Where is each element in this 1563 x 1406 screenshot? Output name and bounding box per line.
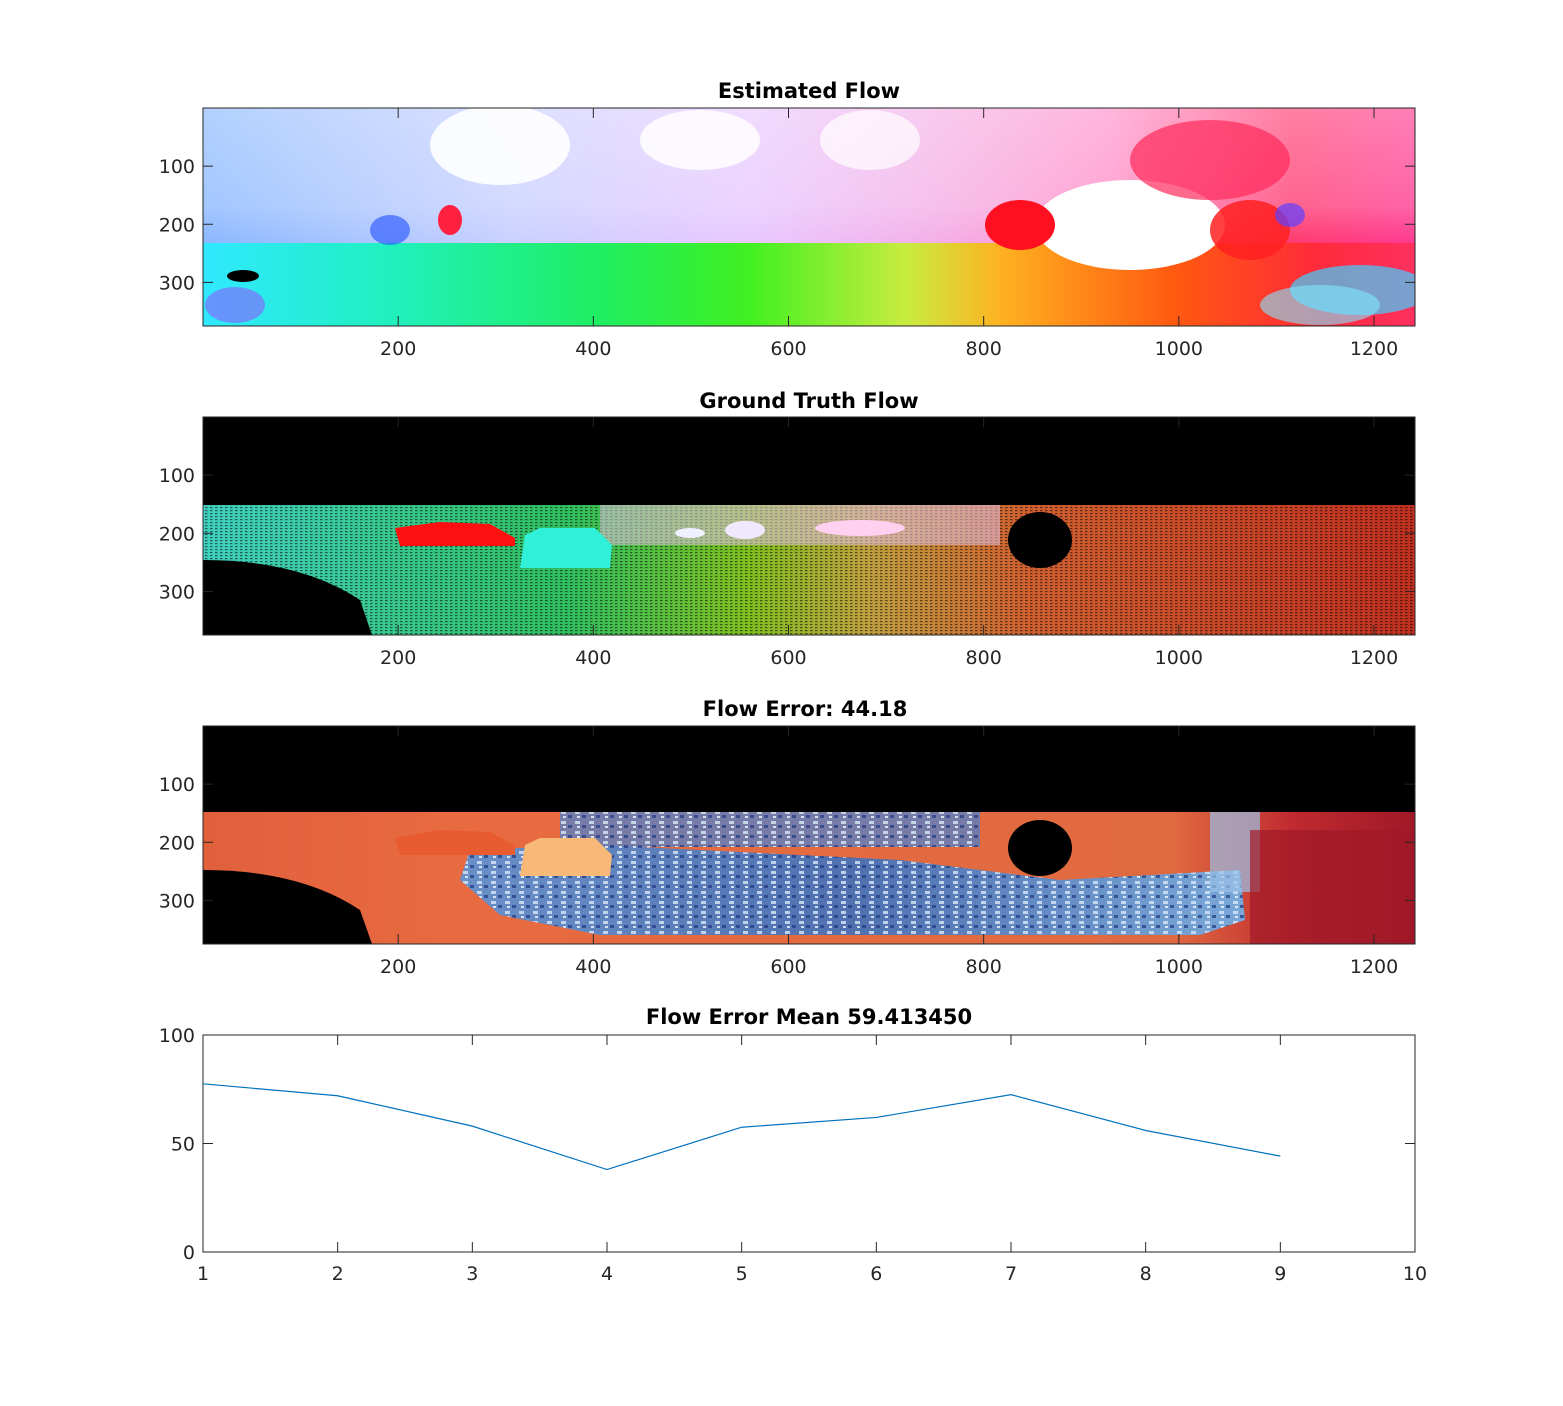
x-tick-label: 1200 [1350,956,1398,978]
panel-ground-truth-flow: Ground Truth Flow 200 400 600 800 1000 1200 10… [159,389,1416,669]
x-tick-label: 400 [575,647,611,669]
x-tick-label: 2 [332,1263,344,1285]
x-tick-label: 1000 [1155,338,1203,360]
y-tick-label: 200 [159,832,195,854]
title-ground-truth-flow: Ground Truth Flow [699,389,918,413]
x-tick-label: 600 [770,956,806,978]
axis-ticks-2: 200 400 600 800 1000 1200 100 200 300 [159,417,1415,669]
x-tick-label: 5 [736,1263,748,1285]
axis-ticks-3: 200 400 600 800 1000 1200 100 200 300 [159,726,1415,978]
x-tick-label: 200 [380,338,416,360]
flow-error-series [202,1083,1281,1171]
x-tick-label: 600 [770,338,806,360]
estimated-flow-image [203,108,1415,326]
title-flow-error: Flow Error: 44.18 [703,697,908,721]
y-tick-label: 0 [183,1242,195,1264]
x-tick-label: 200 [380,647,416,669]
y-tick-label: 200 [159,523,195,545]
x-tick-label: 1200 [1350,647,1398,669]
ground-truth-flow-image [203,417,1415,635]
axes-box-3 [202,725,1416,945]
y-tick-label: 300 [159,272,195,294]
axes-box-2 [202,416,1416,636]
x-tick-label: 8 [1140,1263,1152,1285]
y-tick-label: 100 [159,1025,195,1047]
title-estimated-flow: Estimated Flow [718,79,900,103]
axes-box-4 [202,1034,1416,1253]
axes-box-1 [202,107,1416,327]
x-tick-label: 800 [966,338,1002,360]
y-tick-label: 300 [159,890,195,912]
panel-estimated-flow: Estimated Flow 200 400 600 800 1000 120010020… [159,79,1416,360]
x-tick-label: 800 [966,647,1002,669]
y-tick-label: 50 [171,1134,195,1156]
x-tick-label: 200 [380,956,416,978]
panel-flow-error: Flow Error: 44.18 200 400 600 800 1000 1200 10… [159,697,1416,978]
x-tick-label: 4 [601,1263,613,1285]
y-tick-label: 100 [159,156,195,178]
x-tick-label: 1 [197,1263,209,1285]
x-tick-label: 3 [466,1263,478,1285]
x-tick-label: 1200 [1350,338,1398,360]
x-tick-label: 400 [575,956,611,978]
panel-flow-error-mean: Flow Error Mean 59.413450 1 2 3 4 5 6 7 8 9 10050… [159,1005,1427,1285]
title-flow-error-mean: Flow Error Mean 59.413450 [646,1005,972,1029]
x-tick-label: 6 [870,1263,882,1285]
x-tick-label: 10 [1403,1263,1427,1285]
axis-ticks-1: 200 400 600 800 1000 1200 100 200 300 [159,108,1415,360]
y-tick-label: 100 [159,774,195,796]
x-tick-label: 600 [770,647,806,669]
flow-error-image [203,726,1415,944]
x-tick-label: 800 [966,956,1002,978]
y-tick-label: 200 [159,214,195,236]
x-tick-label: 1000 [1155,956,1203,978]
y-tick-label: 100 [159,465,195,487]
y-tick-label: 300 [159,581,195,603]
x-tick-label: 1000 [1155,647,1203,669]
x-tick-label: 9 [1274,1263,1286,1285]
x-tick-label: 400 [575,338,611,360]
x-tick-label: 7 [1005,1263,1017,1285]
